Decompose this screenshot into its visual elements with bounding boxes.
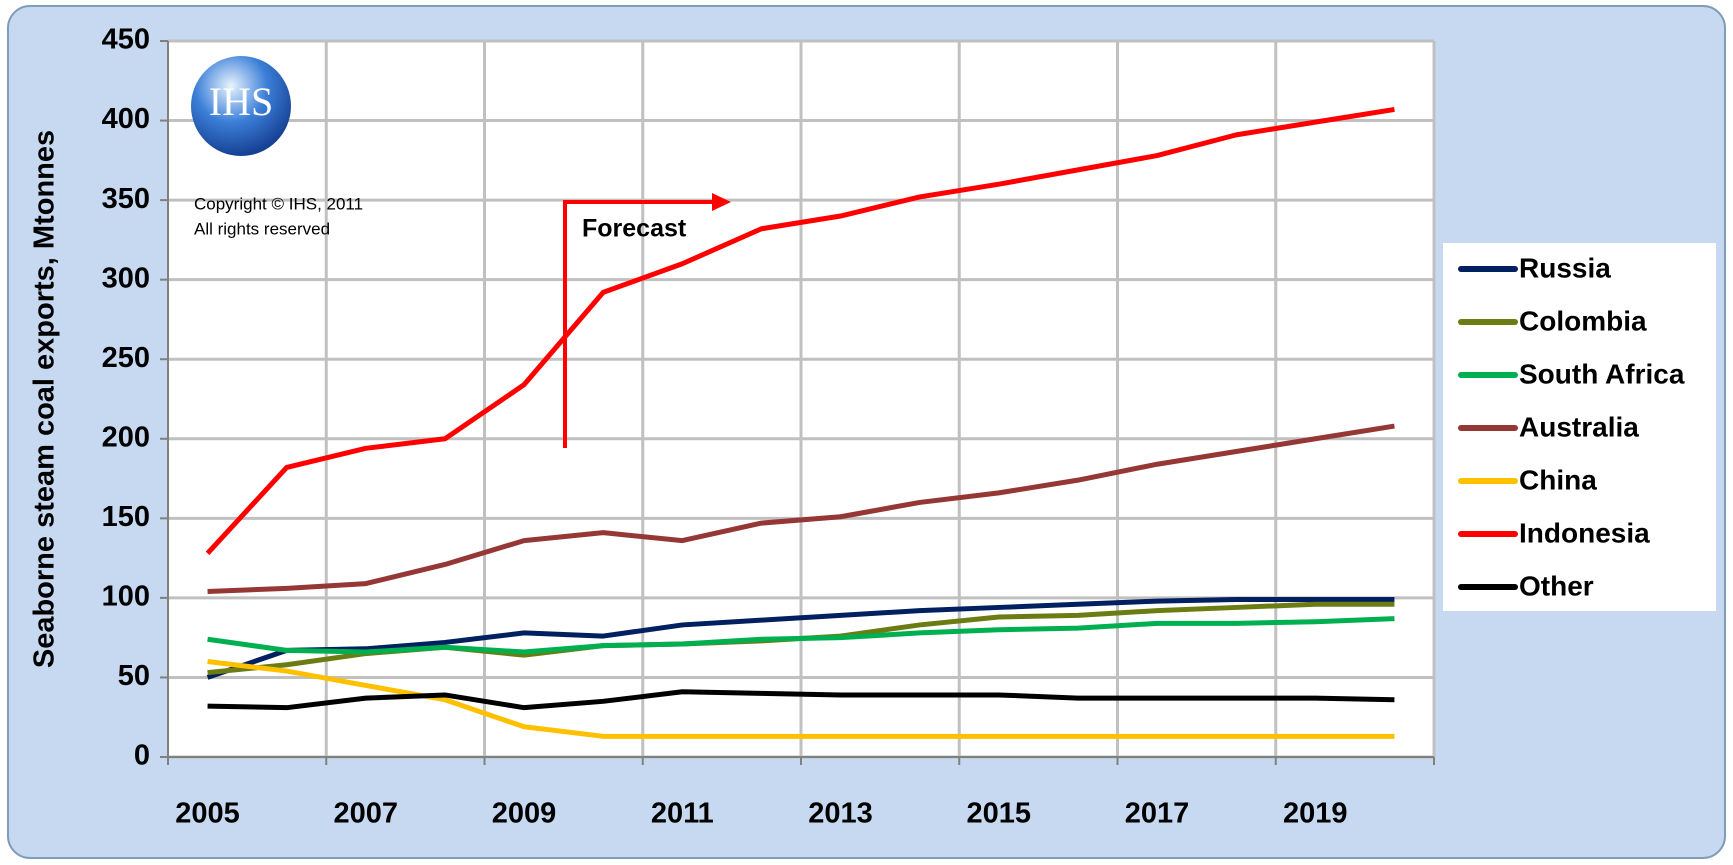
y-tick-label: 50 [118,660,150,692]
x-tick-label: 2009 [492,798,557,830]
y-tick-label: 300 [102,262,150,294]
y-tick-label: 450 [102,24,150,56]
series-line [207,423,1395,595]
series-line [207,659,1395,739]
x-tick-label: 2005 [175,798,240,830]
forecast-arrow [563,200,715,448]
y-tick-label: 250 [102,342,150,374]
forecast-arrowhead [712,193,731,211]
series-line [205,106,1395,556]
legend-label: Colombia [1519,305,1647,336]
y-tick-label: 0 [134,740,150,772]
legend-label: Russia [1519,252,1611,283]
y-tick-label: 400 [102,103,150,135]
series-line [206,596,1395,680]
logo [191,56,291,156]
y-tick-label: 350 [102,183,150,215]
x-tick-label: 2019 [1283,798,1348,830]
legend-label: Indonesia [1519,517,1650,548]
x-tick-label: 2015 [967,798,1032,830]
legend-label: Other [1519,570,1594,601]
x-tick-label: 2017 [1125,798,1190,830]
legend-label: South Africa [1519,358,1685,389]
forecast-label: Forecast [582,215,687,243]
copyright: Copyright © IHS, 2011 [194,194,363,213]
legend-label: China [1519,464,1597,495]
y-tick-label: 100 [102,581,150,613]
series-line [207,689,1395,711]
x-tick-label: 2013 [808,798,873,830]
y-tick-label: 150 [102,501,150,533]
series-line [207,616,1395,655]
logo-text: IHS [209,79,273,124]
y-axis-label: Seaborne steam coal exports, Mtonnes [29,130,61,668]
y-tick-label: 200 [102,421,150,453]
plot: 0 50 100 150 200 250 300 350 400 450 2005 2007 2009 2… [102,24,1436,830]
x-tick-label: 2007 [334,798,399,830]
x-tick-label: 2011 [651,798,714,830]
legend-label: Australia [1519,411,1639,442]
copyright: All rights reserved [194,219,330,238]
